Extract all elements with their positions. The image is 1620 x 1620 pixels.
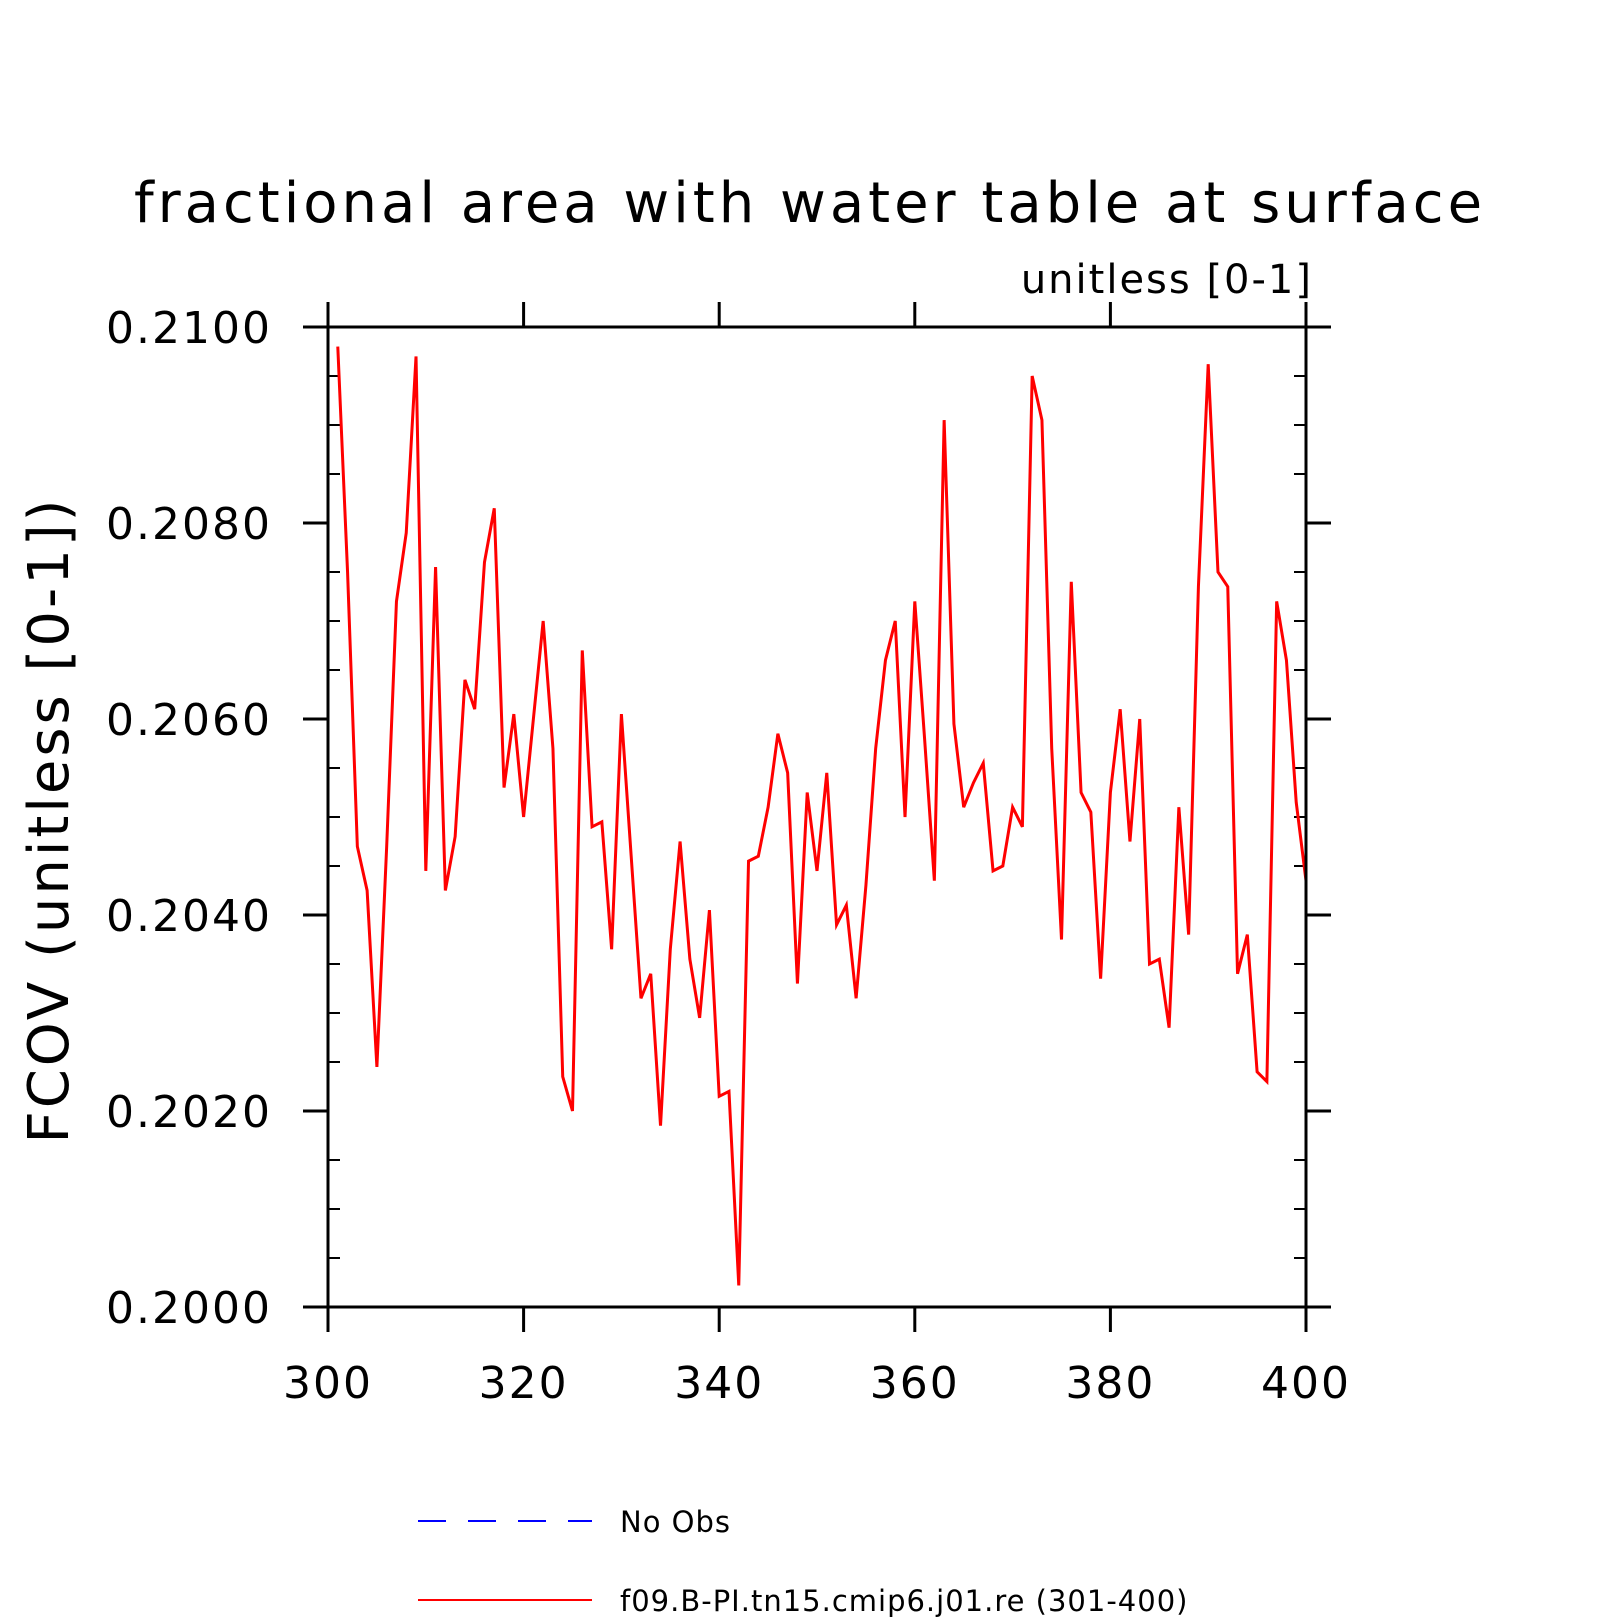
data-series — [336, 346, 1308, 1286]
x-tick-label: 400 — [1261, 1358, 1351, 1409]
axis-tick-labels: 300 320 340 360 380 400 0.2000 0.2020 0.2040 0.20… — [106, 303, 1351, 1409]
y-tick-label: 0.2000 — [106, 1283, 272, 1334]
chart-title: fractional area with water table at surf… — [134, 171, 1486, 236]
chart-subtitle: unitless [0-1] — [1021, 257, 1313, 303]
legend: No Obs f09.B-PI.tn15.cmip6.j01.re (301-4… — [418, 1505, 1188, 1618]
legend-label-model-run: f09.B-PI.tn15.cmip6.j01.re (301-400) — [620, 1584, 1188, 1618]
legend-label-no-obs: No Obs — [620, 1505, 731, 1539]
y-tick-label: 0.2060 — [106, 695, 272, 746]
y-tick-label: 0.2020 — [106, 1087, 272, 1138]
x-tick-label: 380 — [1065, 1358, 1155, 1409]
x-tick-label: 320 — [479, 1358, 569, 1409]
plot-frame — [326, 325, 1308, 1309]
y-tick-label: 0.2040 — [106, 891, 272, 942]
y-tick-label: 0.2100 — [106, 303, 272, 354]
series-line — [336, 346, 1308, 1286]
y-tick-label: 0.2080 — [106, 499, 272, 550]
y-axis-label: FCOV (unitless [0-1]) — [17, 496, 82, 1143]
x-tick-label: 300 — [283, 1358, 373, 1409]
x-tick-label: 340 — [674, 1358, 764, 1409]
x-tick-label: 360 — [870, 1358, 960, 1409]
